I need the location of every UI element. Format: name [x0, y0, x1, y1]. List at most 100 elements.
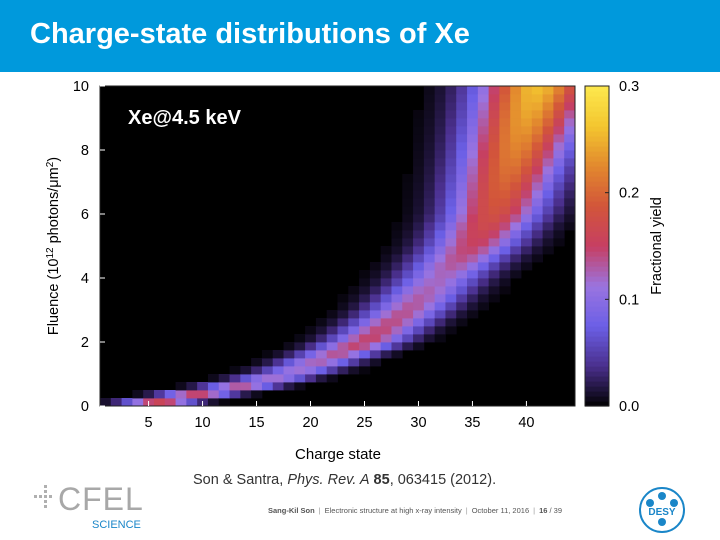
heatmap-cell — [326, 318, 338, 327]
heatmap-cell — [153, 390, 166, 399]
heatmap-cell — [337, 350, 349, 359]
heatmap-cell — [315, 350, 328, 359]
heatmap-cell — [477, 302, 490, 311]
heatmap-cell — [456, 206, 468, 215]
heatmap-cell — [456, 214, 468, 223]
footer: Sang-Kil Son | Electronic structure at hig… — [268, 506, 563, 515]
heatmap-cell — [445, 174, 457, 183]
heatmap-cell — [402, 334, 414, 343]
heatmap-cell — [315, 366, 328, 375]
heatmap-cell — [402, 294, 414, 303]
heatmap-cell — [531, 118, 544, 127]
heatmap-cell — [456, 230, 468, 239]
colorbar-tick-label: 0.0 — [619, 399, 639, 415]
heatmap-cell — [564, 214, 576, 223]
heatmap-cell — [456, 150, 468, 159]
heatmap-cell — [510, 262, 522, 271]
heatmap-cell — [100, 398, 112, 407]
colorbar-segment — [585, 386, 609, 392]
heatmap-cell — [251, 382, 263, 391]
heatmap-cell — [423, 246, 436, 255]
heatmap-cell — [423, 206, 436, 215]
heatmap-cell — [499, 86, 511, 95]
heatmap-cell — [434, 238, 446, 247]
heatmap-cell — [413, 134, 425, 143]
heatmap-cell — [542, 222, 554, 231]
heatmap-cell — [359, 334, 371, 343]
heatmap-cell — [391, 318, 403, 327]
heatmap-cell — [380, 334, 392, 343]
colorbar-segment — [585, 226, 609, 232]
colorbar-segment — [585, 96, 609, 102]
heatmap-cell — [391, 222, 403, 231]
heatmap-cell — [186, 382, 198, 391]
heatmap-cell — [456, 302, 468, 311]
heatmap-cell — [434, 302, 446, 311]
heatmap-cell — [553, 110, 565, 119]
heatmap-cell — [542, 174, 554, 183]
heatmap-cell — [423, 278, 436, 287]
heatmap-cell — [445, 230, 457, 239]
heatmap-cell — [413, 262, 425, 271]
heatmap-cell — [445, 246, 457, 255]
heatmap-cell — [445, 94, 457, 103]
heatmap-cell — [413, 294, 425, 303]
heatmap-cell — [456, 286, 468, 295]
heatmap-cell — [456, 174, 468, 183]
heatmap-cell — [467, 254, 479, 263]
heatmap-cell — [477, 294, 490, 303]
heatmap-cell — [488, 134, 500, 143]
heatmap-cell — [488, 142, 500, 151]
heatmap-cell — [391, 230, 403, 239]
colorbar-segment — [585, 146, 609, 152]
heatmap-cell — [121, 398, 133, 407]
heatmap-cell — [315, 374, 328, 383]
heatmap-cell — [553, 174, 565, 183]
heatmap-cell — [413, 270, 425, 279]
heatmap-cell — [531, 182, 544, 191]
heatmap-cell — [510, 254, 522, 263]
heatmap-cell — [488, 254, 500, 263]
heatmap-cell — [499, 142, 511, 151]
heatmap-cell — [564, 182, 576, 191]
heatmap-cell — [423, 326, 436, 335]
colorbar-segment — [585, 316, 609, 322]
heatmap-cell — [413, 278, 425, 287]
colorbar-segment — [585, 361, 609, 367]
heatmap-cell — [369, 294, 382, 303]
colorbar-segment — [585, 286, 609, 292]
heatmap-cell — [283, 374, 295, 383]
heatmap-cell — [467, 174, 479, 183]
y-tick-label: 6 — [81, 207, 89, 223]
heatmap-cell — [499, 254, 511, 263]
heatmap-cell — [315, 318, 328, 327]
heatmap-cell — [477, 254, 490, 263]
x-axis-ticks: 5 10 15 20 25 30 35 40 — [145, 401, 534, 431]
heatmap-cell — [197, 382, 209, 391]
heatmap-cell — [477, 134, 490, 143]
heatmap-cell — [413, 334, 425, 343]
heatmap-cell — [423, 158, 436, 167]
heatmap-cell — [564, 134, 576, 143]
heatmap-cell — [337, 294, 349, 303]
heatmap-cell — [240, 390, 252, 399]
heatmap-cell — [326, 342, 338, 351]
heatmap-cell — [499, 190, 511, 199]
heatmap-cell — [477, 182, 490, 191]
heatmap-cell — [531, 102, 544, 111]
heatmap-cell — [391, 286, 403, 295]
heatmap-cell — [337, 334, 349, 343]
colorbar-segment — [585, 181, 609, 187]
heatmap-cell — [423, 166, 436, 175]
heatmap-cell — [391, 262, 403, 271]
y-label-part: photons/ — [46, 187, 62, 248]
heatmap-cell — [283, 342, 295, 351]
heatmap-cell — [391, 254, 403, 263]
heatmap-cell — [521, 174, 533, 183]
heatmap-cell — [521, 118, 533, 127]
heatmap-cell — [553, 206, 565, 215]
colorbar-segment — [585, 231, 609, 237]
heatmap-cell — [434, 214, 446, 223]
footer-author: Sang-Kil Son — [268, 506, 315, 515]
x-tick-label: 15 — [248, 415, 264, 431]
